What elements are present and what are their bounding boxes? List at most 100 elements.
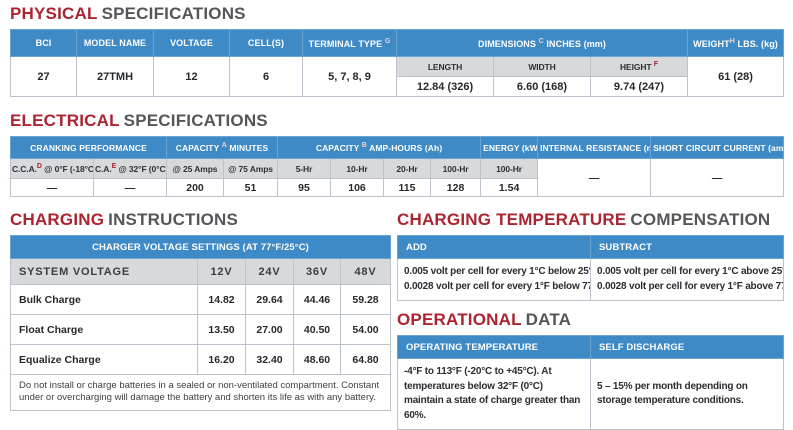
footnote-sup-c: C — [538, 37, 544, 45]
bulk-12v: 14.82 — [197, 284, 246, 315]
capacity-minutes-label: CAPACITY — [175, 142, 220, 153]
system-voltage-row: SYSTEM VOLTAGE 12V 24V 36V 48V — [10, 258, 392, 285]
col-header-48v: 48V — [339, 258, 392, 285]
operational-data-table: OPERATING TEMPERATURE SELF DISCHARGE -4°… — [397, 335, 784, 430]
footnote-sup-h: H — [729, 37, 735, 45]
subheader-height: HEIGHT F — [589, 56, 689, 77]
value-bci: 27 — [10, 56, 77, 97]
physical-specifications-table: BCI MODEL NAME VOLTAGE CELL(S) TERMINAL … — [10, 29, 785, 97]
equalize-24v: 32.40 — [245, 344, 294, 375]
col-header-capacity-minutes: CAPACITY A MINUTES — [165, 136, 279, 159]
subheader-length: LENGTH — [396, 56, 494, 77]
physical-values-row: 12.84 (326) 6.60 (168) 9.74 (247) — [11, 76, 784, 97]
float-charge-row: Float Charge 13.50 27.00 40.50 54.00 — [10, 314, 392, 345]
value-voltage: 12 — [153, 56, 230, 97]
subheader-width: WIDTH — [493, 56, 591, 77]
self-discharge-text: 5 – 15% per month depending on storage t… — [590, 358, 784, 430]
operating-temperature-header: OPERATING TEMPERATURE — [397, 335, 591, 359]
temp-comp-title-rest: COMPENSATION — [630, 210, 771, 229]
charging-note-row: Do not install or charge batteries in a … — [9, 374, 392, 411]
charging-warning-note: Do not install or charge batteries in a … — [9, 374, 392, 411]
equalize-12v: 16.20 — [197, 344, 246, 375]
subheader-75-amps: @ 75 Amps — [222, 158, 279, 179]
temperature-compensation-table: ADD SUBTRACT 0.005 volt per cell for eve… — [397, 235, 784, 301]
col-header-short-circuit-current: SHORT CIRCUIT CURRENT (amps) — [650, 136, 785, 159]
ca-label: C.A. — [95, 163, 112, 174]
weight-label: WEIGHT — [693, 38, 730, 49]
float-24v: 27.00 — [245, 314, 294, 345]
height-label: HEIGHT — [620, 61, 652, 72]
cca-label: C.C.A. — [12, 163, 37, 174]
charging-title-accent: CHARGING — [10, 210, 105, 229]
capacity-ah-label: CAPACITY — [315, 142, 360, 153]
operational-body-row: -4°F to 113°F (-20°C to +45°C). At tempe… — [397, 358, 784, 430]
float-12v: 13.50 — [197, 314, 246, 345]
bulk-charge-row: Bulk Charge 14.82 29.64 44.46 59.28 — [10, 284, 392, 315]
col-header-weight: WEIGHTH LBS. (kg) — [687, 29, 785, 57]
right-column: CHARGING TEMPERATURE COMPENSATION ADD SUB… — [397, 209, 784, 430]
subheader-20hr: 20-Hr — [383, 158, 432, 179]
footnote-sup-d: D — [36, 163, 42, 171]
col-header-dimensions: DIMENSIONS C INCHES (mm) — [395, 29, 689, 57]
electrical-header-row: CRANKING PERFORMANCE CAPACITY A MINUTES … — [10, 136, 785, 159]
value-internal-resistance: — — [537, 158, 652, 197]
capacity-ah-units: AMP-HOURS (Ah) — [369, 142, 443, 153]
electrical-values-row: — — 200 51 95 106 115 128 1.54 — [10, 178, 784, 197]
dimensions-units-label: INCHES (mm) — [546, 38, 606, 49]
operational-title-rest: DATA — [525, 310, 572, 329]
footnote-sup-e: E — [111, 163, 117, 171]
equalize-48v: 64.80 — [339, 344, 392, 375]
temp-comp-title-accent: CHARGING TEMPERATURE — [397, 210, 627, 229]
footnote-sup-g: G — [384, 37, 391, 45]
col-header-capacity-amp-hours: CAPACITY B AMP-HOURS (Ah) — [277, 136, 482, 159]
value-width: 6.60 (168) — [493, 76, 591, 97]
capacity-minutes-units: MINUTES — [229, 142, 269, 153]
value-weight: 61 (28) — [687, 56, 785, 97]
value-cca: — — [10, 178, 94, 197]
subtract-instructions: 0.005 volt per cell for every 1°C above … — [590, 258, 784, 301]
add-instructions: 0.005 volt per cell for every 1°C below … — [397, 258, 591, 301]
value-length: 12.84 (326) — [396, 76, 494, 97]
col-header-cells: CELL(S) — [229, 29, 303, 57]
footnote-sup-a: A — [221, 142, 227, 150]
operational-title-accent: OPERATIONAL — [397, 310, 522, 329]
electrical-title-rest: SPECIFICATIONS — [123, 111, 268, 130]
value-10hr: 106 — [330, 178, 385, 197]
physical-title-accent: PHYSICAL — [10, 4, 98, 23]
value-100hr: 128 — [430, 178, 482, 197]
charging-instructions-column: CHARGING INSTRUCTIONS CHARGER VOLTAGE SET… — [9, 209, 392, 411]
subheader-energy-100hr: 100-Hr — [480, 158, 539, 179]
bulk-24v: 29.64 — [245, 284, 294, 315]
footnote-sup-f: F — [653, 61, 658, 69]
float-charge-label: Float Charge — [10, 314, 198, 345]
equalize-36v: 48.60 — [293, 344, 341, 375]
value-terminal-type: 5, 7, 8, 9 — [302, 56, 397, 97]
electrical-specifications-table: CRANKING PERFORMANCE CAPACITY A MINUTES … — [10, 136, 785, 197]
charging-title-rest: INSTRUCTIONS — [108, 210, 239, 229]
col-header-model-name: MODEL NAME — [76, 29, 154, 57]
value-20hr: 115 — [383, 178, 432, 197]
physical-header-row: BCI MODEL NAME VOLTAGE CELL(S) TERMINAL … — [10, 29, 785, 57]
add-column-header: ADD — [397, 235, 591, 259]
float-36v: 40.50 — [293, 314, 341, 345]
charging-voltage-table: CHARGER VOLTAGE SETTINGS (AT 77°F/25°C) … — [9, 235, 392, 411]
add-line-2: 0.0028 volt per cell for every 1°F below… — [404, 280, 591, 292]
subtract-line-1: 0.005 volt per cell for every 1°C above … — [597, 266, 784, 277]
float-48v: 54.00 — [339, 314, 392, 345]
value-75-amps: 51 — [222, 178, 279, 197]
bulk-48v: 59.28 — [339, 284, 392, 315]
subheader-ca: C.A.E @ 32°F (0°C) — [93, 158, 167, 179]
value-cells: 6 — [229, 56, 303, 97]
value-short-circuit-current: — — [650, 158, 785, 197]
electrical-subheader-row: C.C.A.D @ 0°F (-18°C) C.A.E @ 32°F (0°C)… — [10, 158, 785, 197]
temp-comp-body-row: 0.005 volt per cell for every 1°C below … — [397, 258, 784, 301]
bulk-36v: 44.46 — [293, 284, 341, 315]
equalize-charge-label: Equalize Charge — [10, 344, 198, 375]
value-25-amps: 200 — [166, 178, 224, 197]
subheader-5hr: 5-Hr — [277, 158, 332, 179]
col-header-24v: 24V — [245, 258, 294, 285]
charging-header-row: CHARGER VOLTAGE SETTINGS (AT 77°F/25°C) — [9, 235, 392, 259]
ca-condition: @ 32°F (0°C) — [118, 163, 167, 174]
operating-temperature-text: -4°F to 113°F (-20°C to +45°C). At tempe… — [397, 358, 591, 430]
